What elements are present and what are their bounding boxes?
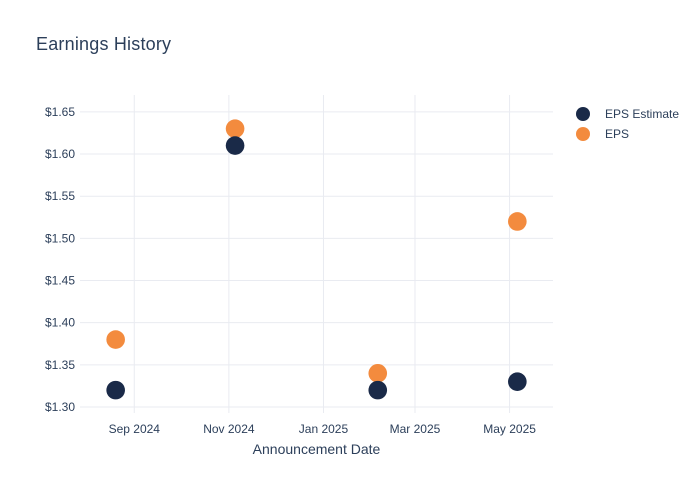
point-eps-estimate[interactable] [106, 380, 125, 400]
x-tick-label: May 2025 [483, 422, 536, 436]
x-tick-label: Mar 2025 [390, 422, 441, 436]
y-tick-label: $1.40 [45, 316, 75, 330]
point-eps[interactable] [368, 363, 388, 383]
y-tick-label: $1.60 [45, 147, 75, 161]
legend-marker-eps-icon [576, 127, 590, 141]
y-tick-label: $1.55 [45, 189, 75, 203]
legend-label-eps: EPS [605, 127, 630, 141]
x-axis-title: Announcement Date [252, 441, 381, 457]
point-eps[interactable] [106, 330, 125, 349]
y-tick-label: $1.45 [45, 274, 75, 288]
y-tick-label: $1.30 [45, 400, 75, 414]
legend-item-eps-estimate[interactable]: EPS Estimate [576, 107, 679, 121]
x-tick-label: Jan 2025 [299, 422, 349, 436]
x-tick-label: Sep 2024 [109, 422, 161, 436]
x-tick-label: Nov 2024 [203, 422, 255, 436]
legend: EPS Estimate EPS [576, 107, 679, 141]
chart-title: Earnings History [36, 34, 172, 54]
point-eps-estimate[interactable] [225, 136, 245, 155]
point-eps-estimate[interactable] [508, 372, 527, 392]
y-tick-label: $1.65 [45, 105, 75, 119]
y-tick-label: $1.35 [45, 358, 75, 372]
point-eps-estimate[interactable] [368, 380, 388, 400]
y-tick-label: $1.50 [45, 231, 75, 245]
point-eps[interactable] [508, 212, 527, 231]
point-eps[interactable] [225, 119, 245, 139]
legend-label-eps-estimate: EPS Estimate [605, 107, 680, 121]
legend-marker-eps-estimate-icon [576, 107, 590, 121]
legend-item-eps[interactable]: EPS [576, 127, 679, 141]
